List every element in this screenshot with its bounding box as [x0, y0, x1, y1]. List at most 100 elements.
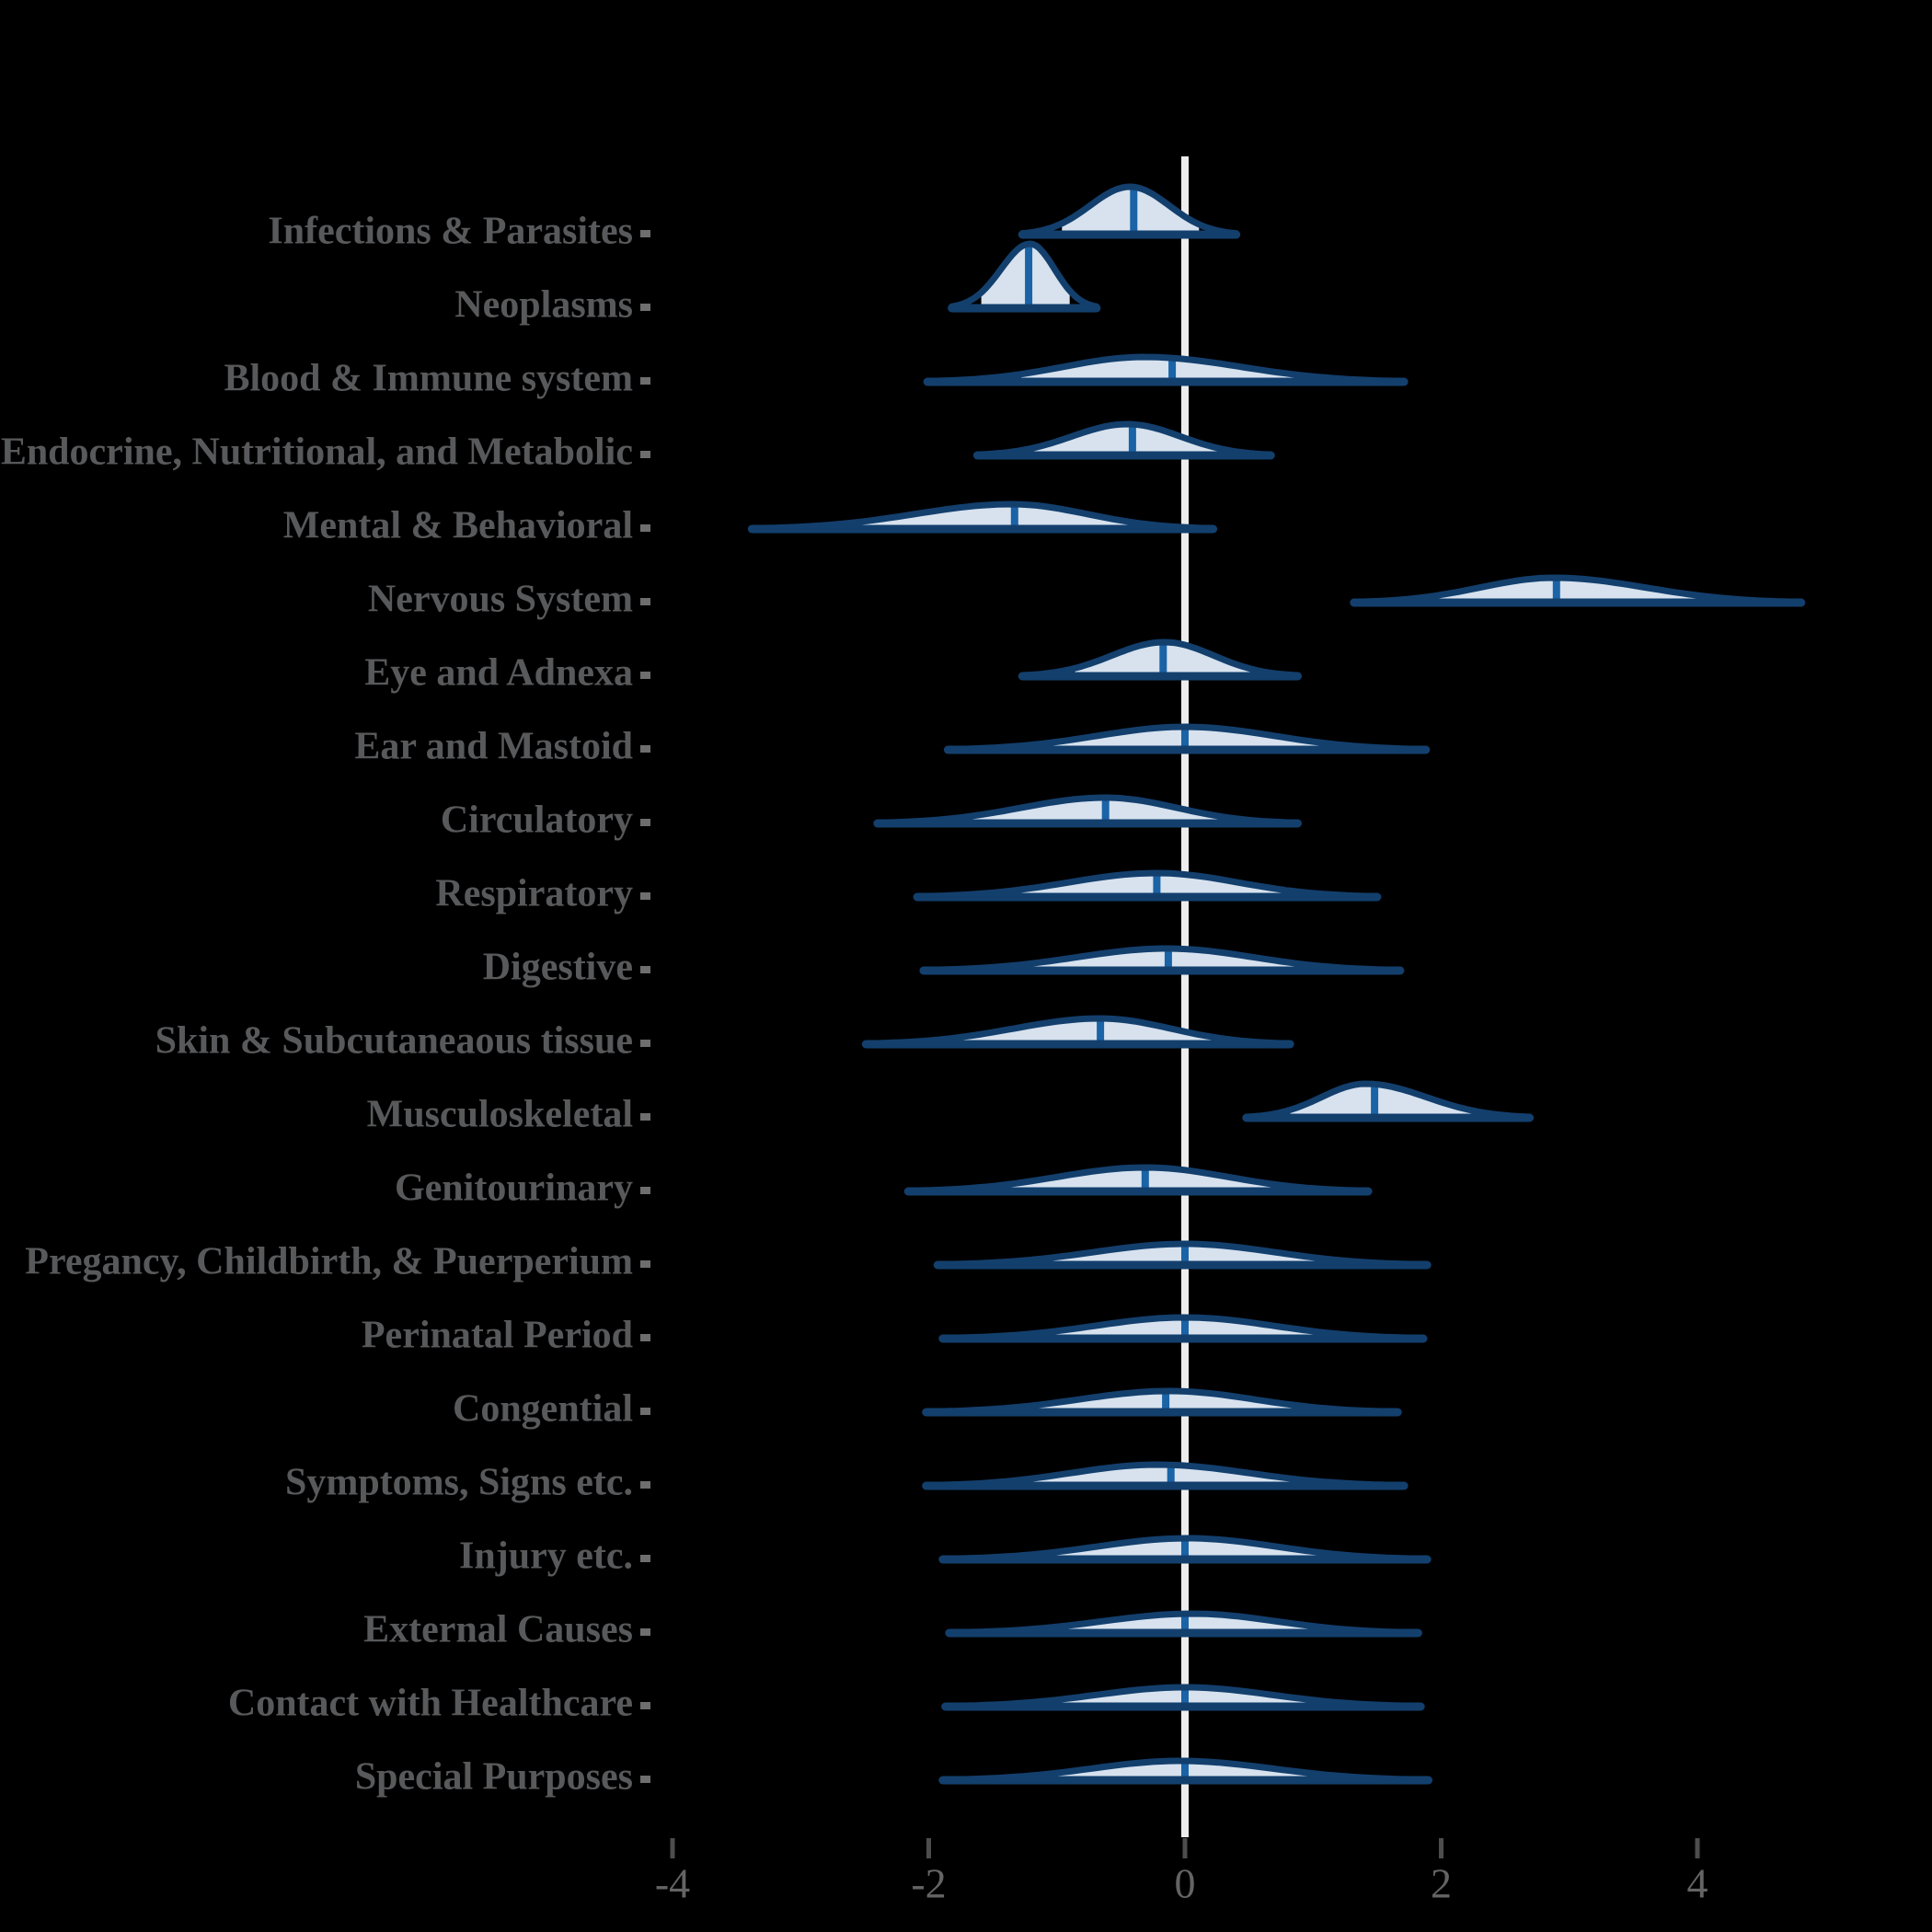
median-line — [1181, 1244, 1189, 1265]
density-curve — [1018, 183, 1240, 237]
median-line — [1101, 798, 1110, 823]
density-curve — [1018, 638, 1301, 679]
category-label: Blood & Immune system — [224, 358, 633, 400]
violin-row — [903, 1164, 1373, 1196]
violin-row — [1018, 638, 1302, 681]
row-tick-icon — [640, 672, 650, 679]
density-curve — [862, 1015, 1294, 1047]
median-line — [1010, 504, 1018, 529]
x-axis-tick-label: 0 — [1175, 1860, 1196, 1907]
median-line — [1141, 1167, 1149, 1191]
x-axis-group: -4 -2 0 2 4 — [655, 1838, 1708, 1907]
x-axis-tick-label: -4 — [655, 1860, 690, 1907]
x-axis-tick-label: -2 — [911, 1860, 946, 1907]
violin-row — [948, 240, 1101, 313]
median-line — [1181, 727, 1189, 750]
median-line — [1162, 1391, 1170, 1412]
median-line — [1552, 578, 1560, 603]
violin-row — [933, 1240, 1432, 1270]
category-label: Symptoms, Signs etc. — [285, 1462, 633, 1504]
row-tick-icon — [640, 1334, 650, 1341]
violin-row — [922, 1461, 1409, 1490]
density-curve — [914, 869, 1381, 900]
category-label: Infections & Parasites — [268, 211, 633, 253]
row-tick-icon — [640, 1260, 650, 1268]
violin-quantile-fill — [1006, 873, 1298, 897]
median-line — [1181, 1687, 1189, 1707]
row-tick-icon — [640, 819, 650, 826]
row-tick-icon — [640, 451, 650, 458]
violin-row — [747, 500, 1218, 534]
violin-rows-group — [747, 183, 1806, 1785]
category-label: Neoplasms — [454, 284, 633, 327]
violin-row — [861, 1015, 1294, 1049]
median-line — [1025, 244, 1033, 308]
row-tick-icon — [640, 377, 650, 385]
category-label: Digestive — [483, 947, 633, 989]
violin-row — [945, 1610, 1422, 1638]
category-label: Contact with Healthcare — [228, 1683, 633, 1725]
category-label: Respiratory — [435, 873, 633, 915]
violin-quantile-fill — [960, 1018, 1224, 1044]
density-curve — [874, 794, 1301, 826]
violin-row — [1350, 574, 1806, 607]
density-curve — [904, 1164, 1372, 1194]
violin-quantile-fill — [1032, 424, 1221, 455]
median-line — [1153, 873, 1161, 897]
category-label: External Causes — [363, 1609, 633, 1651]
category-label: Eye and Adnexa — [364, 652, 633, 695]
category-label: Congential — [453, 1388, 633, 1431]
violin-row — [938, 1314, 1428, 1343]
category-label: Injury etc. — [459, 1535, 633, 1578]
density-curve — [920, 945, 1404, 973]
median-line — [1167, 1465, 1175, 1486]
density-curve — [1351, 574, 1805, 605]
violin-row — [919, 945, 1405, 975]
row-tick-icon — [640, 304, 650, 311]
row-tick-icon — [640, 1628, 650, 1636]
category-label: Genitourinary — [395, 1167, 633, 1210]
violin-quantile-fill — [1013, 949, 1314, 971]
violin-quantile-fill — [850, 504, 1143, 529]
row-tick-icon — [640, 745, 650, 753]
category-label: Skin & Subcutaneaous tissue — [155, 1020, 633, 1063]
row-tick-icon — [640, 1408, 650, 1415]
violin-row — [1018, 183, 1241, 239]
median-line — [1181, 1317, 1189, 1339]
median-line — [1181, 1538, 1189, 1559]
category-label: Special Purposes — [355, 1756, 633, 1799]
density-curve — [1243, 1080, 1534, 1121]
row-tick-icon — [640, 1040, 650, 1047]
density-curve — [944, 723, 1430, 753]
violin-row — [943, 723, 1431, 754]
category-label: Musculoskeletal — [367, 1094, 633, 1136]
median-line — [1128, 424, 1136, 455]
median-line — [1159, 642, 1167, 676]
category-label: Perinatal Period — [362, 1315, 633, 1357]
median-line — [1130, 187, 1138, 235]
median-line — [1371, 1084, 1379, 1118]
category-label: Endocrine, Nutritional, and Metabolic — [1, 431, 633, 474]
violin-row — [938, 1757, 1433, 1785]
median-line — [1097, 1018, 1105, 1044]
violin-row — [913, 869, 1382, 902]
category-label: Ear and Mastoid — [354, 726, 633, 768]
zero-reference-line — [1181, 156, 1189, 1837]
violin-row — [922, 1387, 1402, 1417]
median-line — [1168, 358, 1177, 382]
row-tick-icon — [640, 1481, 650, 1489]
row-tick-icon — [640, 1555, 650, 1562]
violin-row — [972, 420, 1275, 460]
row-tick-icon — [640, 230, 650, 237]
row-tick-icon — [640, 1702, 650, 1709]
violin-row — [938, 1535, 1432, 1564]
row-tick-icon — [640, 524, 650, 532]
density-curve — [973, 420, 1274, 458]
row-tick-icon — [640, 892, 650, 900]
violin-row — [873, 794, 1302, 828]
row-tick-icon — [640, 1776, 650, 1783]
category-label: Circulatory — [441, 799, 633, 842]
category-label: Nervous System — [368, 579, 633, 621]
